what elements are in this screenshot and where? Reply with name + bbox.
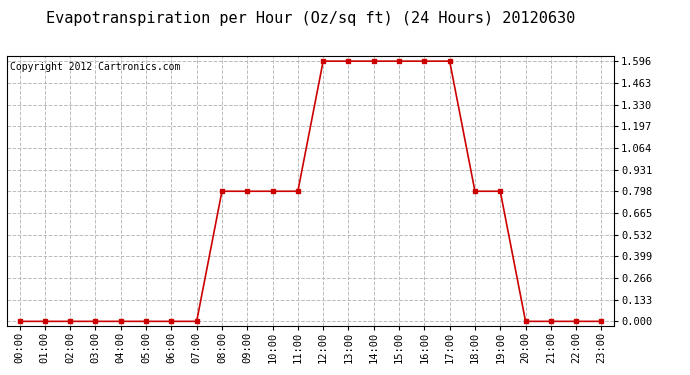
Text: Copyright 2012 Cartronics.com: Copyright 2012 Cartronics.com [10, 62, 180, 72]
Text: Evapotranspiration per Hour (Oz/sq ft) (24 Hours) 20120630: Evapotranspiration per Hour (Oz/sq ft) (… [46, 11, 575, 26]
